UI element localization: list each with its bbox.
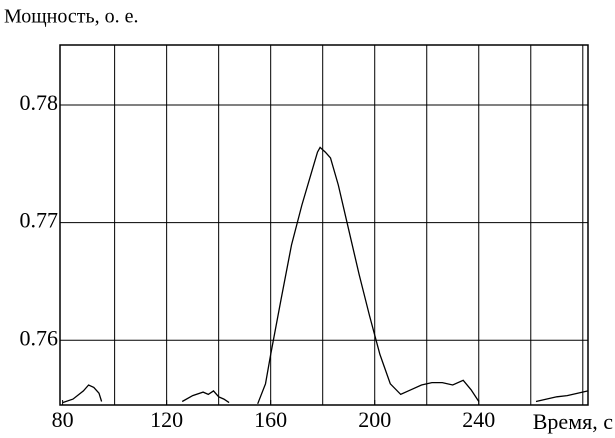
y-tick-label: 0.77 — [20, 208, 59, 233]
plot-frame — [59, 44, 589, 406]
y-tick-label: 0.78 — [20, 90, 59, 115]
x-tick-label: 240 — [462, 407, 495, 432]
y-tick-label: 0.76 — [20, 325, 59, 350]
x-axis-label: Время, с — [533, 409, 613, 434]
data-line — [62, 146, 589, 405]
x-tick-label: 200 — [358, 407, 391, 432]
x-tick-label: 120 — [150, 407, 183, 432]
y-axis-label: Мощность, о. е. — [4, 6, 139, 28]
x-tick-label: 160 — [254, 407, 287, 432]
x-tick-label: 80 — [52, 407, 74, 432]
